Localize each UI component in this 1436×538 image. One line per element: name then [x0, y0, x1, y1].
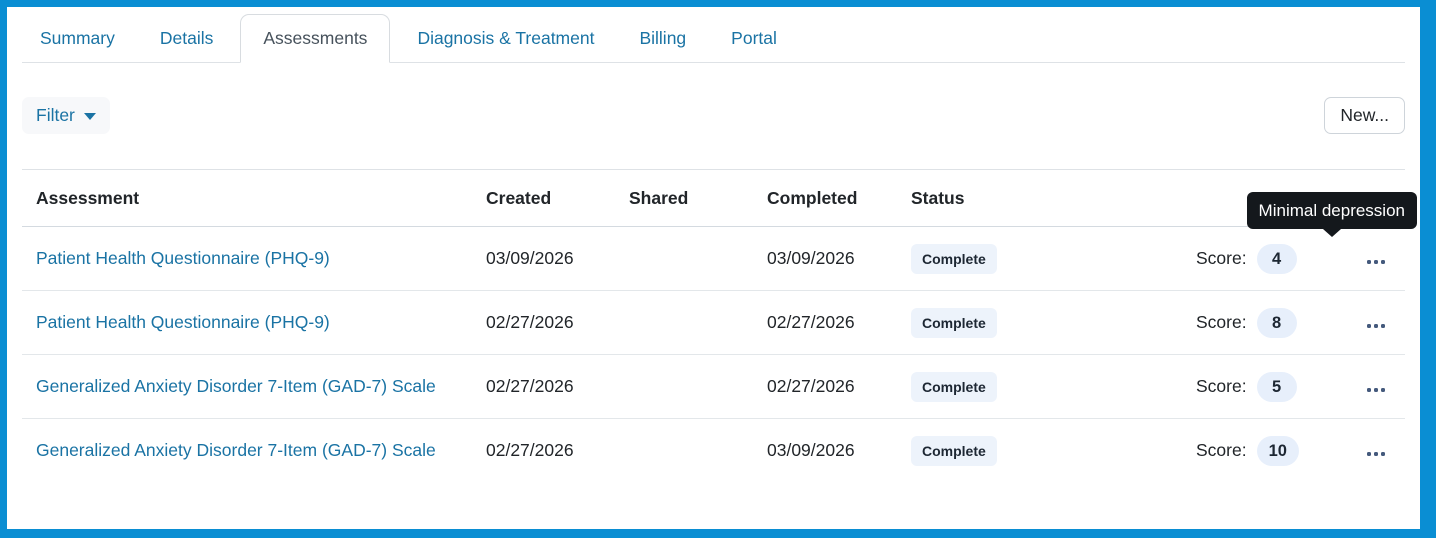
score-label: Score: [1196, 440, 1247, 460]
ellipsis-icon [1365, 380, 1386, 395]
table-row: Generalized Anxiety Disorder 7-Item (GAD… [22, 354, 1405, 419]
score-badge[interactable]: 4 [1256, 244, 1297, 274]
tab-portal[interactable]: Portal [731, 28, 777, 48]
assessments-table: Assessment Created Shared Completed Stat… [22, 169, 1405, 482]
column-header-completed: Completed [753, 169, 897, 227]
shared-date [615, 227, 753, 291]
ellipsis-icon [1365, 444, 1386, 459]
score-badge[interactable]: 8 [1256, 308, 1297, 338]
assessment-link[interactable]: Patient Health Questionnaire (PHQ-9) [36, 312, 330, 332]
tab-summary[interactable]: Summary [40, 28, 115, 48]
ellipsis-icon [1365, 316, 1386, 331]
ellipsis-icon [1365, 252, 1386, 267]
assessments-panel: Summary Details Assessments Diagnosis & … [7, 7, 1420, 529]
filter-button[interactable]: Filter [22, 96, 110, 134]
completed-date: 03/09/2026 [767, 248, 855, 268]
score-label: Score: [1196, 312, 1247, 332]
column-header-assessment: Assessment [22, 169, 472, 227]
column-header-created: Created [472, 169, 615, 227]
created-date: 03/09/2026 [486, 248, 574, 268]
score-tooltip-text: Minimal depression [1258, 201, 1405, 220]
assessment-link[interactable]: Generalized Anxiety Disorder 7-Item (GAD… [36, 376, 436, 396]
table-header-row: Assessment Created Shared Completed Stat… [22, 169, 1405, 227]
score-label: Score: [1196, 376, 1247, 396]
row-menu-button[interactable] [1361, 441, 1390, 463]
completed-date: 03/09/2026 [753, 418, 897, 482]
status-badge: Complete [911, 372, 997, 402]
created-date: 02/27/2026 [472, 354, 615, 419]
status-badge: Complete [911, 436, 997, 466]
shared-date [615, 354, 753, 419]
score-badge[interactable]: 10 [1256, 436, 1299, 466]
shared-date [615, 290, 753, 355]
table-row: Patient Health Questionnaire (PHQ-9) 03/… [22, 227, 1405, 291]
table-row: Patient Health Questionnaire (PHQ-9) 02/… [22, 290, 1405, 355]
row-menu-button[interactable] [1361, 313, 1390, 335]
column-header-status: Status [897, 169, 1182, 227]
created-date: 02/27/2026 [472, 290, 615, 355]
score-badge[interactable]: 5 [1256, 372, 1297, 402]
status-badge: Complete [911, 308, 997, 338]
caret-down-icon [83, 112, 96, 120]
tab-details[interactable]: Details [159, 28, 214, 48]
assessment-link[interactable]: Generalized Anxiety Disorder 7-Item (GAD… [36, 440, 436, 460]
filter-button-label: Filter [36, 104, 75, 125]
score-label: Score: [1196, 248, 1247, 268]
column-header-shared: Shared [615, 169, 753, 227]
row-menu-button[interactable] [1361, 249, 1390, 271]
score-tooltip: Minimal depression [1246, 192, 1417, 237]
toolbar: Filter New... [22, 96, 1405, 134]
tab-diagnosis-treatment[interactable]: Diagnosis & Treatment [417, 28, 595, 48]
completed-date: 02/27/2026 [753, 290, 897, 355]
tab-assessments[interactable]: Assessments [240, 14, 391, 63]
shared-date [615, 418, 753, 482]
assessment-link[interactable]: Patient Health Questionnaire (PHQ-9) [36, 248, 330, 268]
row-menu-button[interactable] [1361, 377, 1390, 399]
created-date: 02/27/2026 [472, 418, 615, 482]
tab-billing[interactable]: Billing [639, 28, 687, 48]
tab-bar: Summary Details Assessments Diagnosis & … [22, 7, 1405, 63]
new-button[interactable]: New... [1324, 96, 1405, 134]
completed-date: 02/27/2026 [753, 354, 897, 419]
status-badge: Complete [911, 244, 997, 274]
tooltip-arrow-icon [1322, 229, 1341, 237]
table-row: Generalized Anxiety Disorder 7-Item (GAD… [22, 418, 1405, 482]
